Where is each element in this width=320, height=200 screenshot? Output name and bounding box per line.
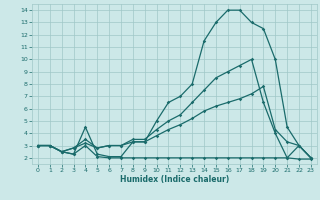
X-axis label: Humidex (Indice chaleur): Humidex (Indice chaleur) <box>120 175 229 184</box>
